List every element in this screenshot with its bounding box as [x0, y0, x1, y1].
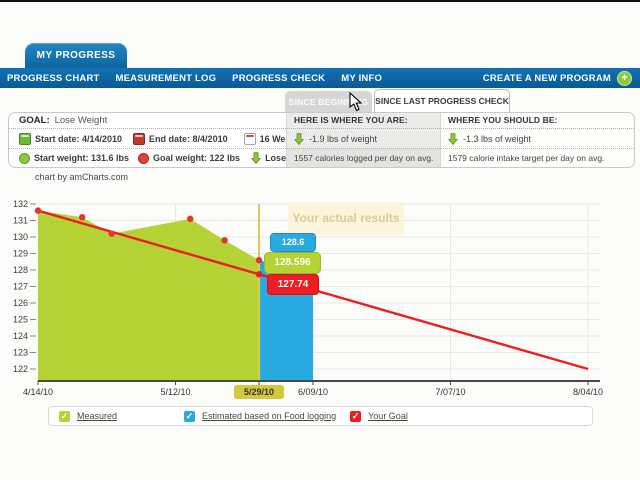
here-is-where-you-are-panel: HERE IS WHERE YOU ARE: -1.9 lbs of weigh… — [286, 113, 440, 167]
goal-label: GOAL: — [19, 115, 50, 126]
start-weight-dot-icon — [19, 152, 30, 164]
where-you-should-be-panel: WHERE YOU SHOULD BE: -1.3 lbs of weight … — [440, 113, 634, 167]
svg-text:123: 123 — [13, 348, 28, 358]
start-weight: Start weight: 131.6 lbs — [34, 153, 130, 163]
svg-text:131: 131 — [13, 216, 28, 226]
balloon-estimated-value: 128.6 — [270, 233, 316, 252]
svg-text:7/07/10: 7/07/10 — [435, 387, 465, 397]
balloon-goal-value: 127.74 — [267, 274, 319, 295]
here-calories: 1557 calories logged per day on avg. — [287, 148, 440, 167]
down-arrow-icon — [448, 132, 458, 145]
legend-estimated[interactable]: ✓ Estimated based on Food logging — [184, 410, 337, 422]
svg-text:126: 126 — [13, 298, 28, 308]
duration: 16 Weeks — [259, 133, 301, 144]
balloon-measured-value: 128.596 — [264, 252, 321, 274]
goal-value: Lose Weight — [54, 115, 108, 126]
duration-calendar-icon — [243, 132, 256, 145]
svg-text:5/12/10: 5/12/10 — [160, 387, 190, 397]
tab-my-progress[interactable]: MY PROGRESS — [25, 43, 127, 68]
down-arrow-icon — [251, 152, 262, 164]
amcharts-credit-link[interactable]: chart by amCharts.com — [35, 172, 129, 182]
svg-text:4/14/10: 4/14/10 — [23, 387, 53, 397]
goal-column: GOAL: Lose Weight Start date: 4/14/2010 … — [9, 113, 317, 167]
tab-since-last-progress-check[interactable]: SINCE LAST PROGRESS CHECK — [374, 89, 510, 113]
end-date-calendar-icon — [133, 132, 146, 145]
start-date-calendar-icon — [19, 132, 31, 145]
legend-estimated-label: Estimated based on Food logging — [202, 411, 337, 421]
svg-text:128: 128 — [13, 265, 28, 275]
down-arrow-icon — [294, 132, 304, 145]
legend-measured-label: Measured — [77, 411, 118, 421]
should-weight-change: -1.3 lbs of weight — [463, 133, 532, 144]
nav-my-info[interactable]: MY INFO — [341, 72, 383, 84]
chart-legend: ✓ Measured ✓ Estimated based on Food log… — [48, 406, 593, 426]
svg-text:129: 129 — [13, 249, 28, 259]
svg-text:127: 127 — [13, 282, 28, 292]
svg-text:130: 130 — [13, 232, 28, 242]
checkbox-checked-icon[interactable]: ✓ — [59, 410, 70, 422]
main-nav: PROGRESS CHART MEASUREMENT LOG PROGRESS … — [0, 68, 640, 88]
summary-panel: GOAL: Lose Weight Start date: 4/14/2010 … — [8, 112, 635, 168]
svg-text:122: 122 — [13, 364, 28, 374]
svg-text:132: 132 — [13, 199, 28, 209]
here-weight-change: -1.9 lbs of weight — [309, 133, 378, 144]
create-new-program-label: CREATE A NEW PROGRAM — [482, 72, 611, 84]
legend-measured[interactable]: ✓ Measured — [59, 410, 118, 422]
should-title: WHERE YOU SHOULD BE: — [441, 113, 634, 130]
here-title: HERE IS WHERE YOU ARE: — [287, 113, 440, 130]
mouse-cursor — [349, 92, 363, 112]
legend-your-goal-label: Your Goal — [368, 411, 408, 421]
nav-progress-chart[interactable]: PROGRESS CHART — [7, 72, 100, 84]
chart-tooltip: Your actual results — [288, 202, 404, 235]
legend-your-goal[interactable]: ✓ Your Goal — [350, 410, 408, 422]
end-date: End date: 8/4/2010 — [149, 133, 228, 144]
start-date: Start date: 4/14/2010 — [35, 133, 123, 144]
nav-items: PROGRESS CHART MEASUREMENT LOG PROGRESS … — [0, 73, 382, 84]
goal-weight: Goal weight: 122 lbs — [153, 153, 241, 163]
svg-text:6/09/10: 6/09/10 — [298, 387, 328, 397]
nav-measurement-log[interactable]: MEASUREMENT LOG — [115, 72, 217, 84]
should-calories: 1579 calorie intake target per day on av… — [448, 152, 605, 163]
nav-progress-check[interactable]: PROGRESS CHECK — [232, 72, 326, 84]
create-new-program-button[interactable]: CREATE A NEW PROGRAM + — [482, 70, 640, 86]
svg-text:124: 124 — [13, 331, 28, 341]
svg-text:5/29/10: 5/29/10 — [244, 387, 274, 397]
checkbox-checked-icon[interactable]: ✓ — [184, 410, 196, 422]
plus-icon: + — [617, 70, 632, 86]
checkbox-checked-icon[interactable]: ✓ — [350, 410, 362, 422]
svg-text:8/04/10: 8/04/10 — [573, 387, 603, 397]
svg-text:125: 125 — [13, 315, 28, 325]
goal-weight-dot-icon — [138, 152, 150, 164]
top-edge-bar — [0, 0, 640, 2]
